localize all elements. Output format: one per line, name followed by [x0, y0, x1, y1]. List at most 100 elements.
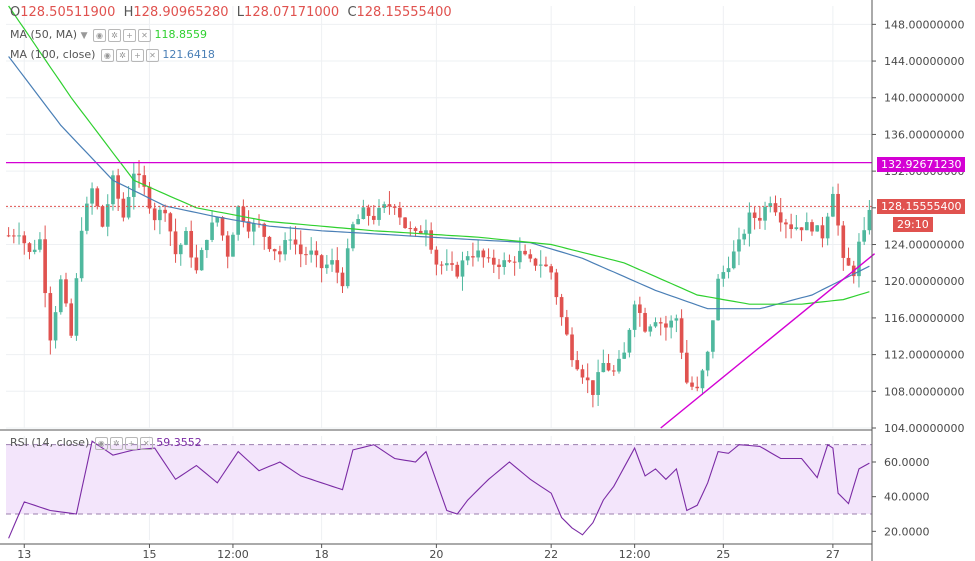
- candle-body: [283, 240, 287, 255]
- candle-body: [497, 264, 501, 268]
- candle-body: [371, 215, 376, 220]
- candle-body: [559, 297, 564, 318]
- candle-body: [538, 264, 543, 266]
- candle-body: [361, 207, 366, 219]
- candle-body: [653, 322, 658, 327]
- candle-body: [622, 352, 627, 359]
- candle-body: [476, 250, 480, 258]
- time-tick-label: 12:00: [619, 548, 651, 561]
- candle-body: [335, 260, 340, 273]
- candle-body: [804, 222, 809, 231]
- candle-body: [48, 293, 53, 341]
- candle-body: [533, 258, 538, 266]
- candle-body: [111, 175, 115, 205]
- candle-body: [794, 227, 799, 230]
- eye-icon[interactable]: ◉: [94, 436, 108, 450]
- candle-body: [356, 218, 360, 225]
- candle-body: [267, 236, 272, 250]
- candle-body: [481, 250, 486, 258]
- candle-body: [643, 312, 647, 332]
- current-price-tag: 128.15555400: [877, 199, 966, 214]
- candle-body: [664, 323, 668, 328]
- gear-icon[interactable]: ✲: [109, 436, 123, 450]
- gear-icon[interactable]: ✲: [108, 28, 122, 42]
- candle-body: [857, 241, 861, 277]
- candle-body: [721, 272, 726, 279]
- plus-icon[interactable]: +: [130, 48, 144, 62]
- candle-body: [564, 317, 569, 335]
- chart-axes: [0, 0, 876, 561]
- close-icon[interactable]: ✕: [145, 48, 159, 62]
- candle-body: [617, 358, 621, 372]
- ma50-value: 118.8559: [154, 28, 208, 41]
- candle-body: [121, 198, 126, 218]
- candle-body: [330, 260, 334, 265]
- candle-body: [841, 225, 846, 258]
- price-tick-label: 124.00000000: [884, 239, 964, 252]
- plus-icon[interactable]: +: [124, 436, 138, 450]
- candle-body: [731, 251, 736, 269]
- candle-body: [747, 212, 752, 234]
- candle-body: [528, 254, 533, 259]
- candle-body: [64, 279, 68, 304]
- eye-icon[interactable]: ◉: [93, 28, 107, 42]
- candle-body: [58, 279, 63, 313]
- candle-body: [69, 303, 74, 336]
- candle-body: [403, 217, 407, 229]
- candle-body: [867, 209, 872, 231]
- candle-body: [465, 256, 470, 261]
- candle-body: [366, 207, 371, 216]
- candle-body: [580, 369, 585, 378]
- candle-body: [831, 193, 835, 217]
- candle-body: [742, 233, 747, 240]
- candle-body: [231, 234, 235, 257]
- candle-body: [100, 206, 105, 227]
- candle-body: [554, 272, 559, 298]
- candle-body: [684, 352, 689, 383]
- candle-body: [632, 304, 637, 330]
- ma100-legend: MA (100, close) ◉ ✲ + ✕ 121.6418: [10, 48, 215, 62]
- time-tick-label: 27: [826, 548, 840, 561]
- candle-body: [518, 250, 522, 263]
- candle-body: [168, 213, 173, 232]
- candle-body: [293, 239, 298, 245]
- candle-body: [325, 264, 329, 269]
- close-icon[interactable]: ✕: [138, 28, 152, 42]
- ma100-value: 121.6418: [162, 48, 215, 61]
- rsi-value: 59.3552: [156, 436, 202, 449]
- gear-icon[interactable]: ✲: [115, 48, 129, 62]
- plus-icon[interactable]: +: [123, 28, 137, 42]
- rsi-tick-label: 20.0000: [884, 525, 930, 538]
- support-trendline: [660, 253, 876, 429]
- candle-body: [210, 222, 214, 240]
- candle-body: [38, 239, 42, 250]
- candle-body: [137, 173, 141, 176]
- candle-body: [199, 250, 204, 271]
- candle-body: [398, 207, 402, 218]
- candle-body: [606, 363, 611, 371]
- candle-body: [215, 217, 220, 223]
- ma100-line: [8, 56, 870, 310]
- candle-body: [460, 260, 465, 277]
- ohlc-legend: O128.50511900 H128.90965280 L128.0717100…: [10, 5, 452, 20]
- candle-body: [408, 228, 413, 230]
- close-icon[interactable]: ✕: [139, 436, 153, 450]
- chevron-down-icon[interactable]: ▼: [80, 31, 88, 41]
- time-tick-label: 25: [716, 548, 730, 561]
- eye-icon[interactable]: ◉: [100, 48, 114, 62]
- candle-body: [178, 244, 183, 255]
- candle-body: [126, 196, 131, 218]
- candle-body: [570, 334, 574, 361]
- candle-body: [131, 173, 136, 197]
- time-tick-label: 15: [142, 548, 156, 561]
- candle-body: [32, 249, 37, 252]
- candle-body: [674, 318, 679, 321]
- candle-body: [638, 304, 642, 313]
- candle-body: [309, 250, 314, 255]
- candle-body: [351, 224, 355, 249]
- candle-body: [319, 255, 324, 269]
- candle-body: [591, 380, 595, 395]
- candle-body: [158, 209, 162, 221]
- candle-body: [815, 225, 820, 232]
- candle-body: [523, 250, 527, 255]
